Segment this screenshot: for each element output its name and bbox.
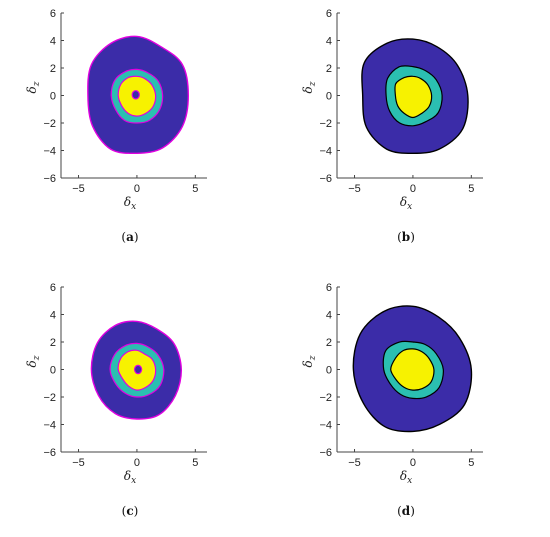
x-tick-label: 5 [192,457,198,469]
y-tick-label: −4 [319,420,332,432]
x-tick-label: 5 [468,457,474,469]
y-tick-label: 6 [326,8,332,20]
y-tick-label: −6 [43,173,56,185]
y-tick-label: −6 [319,173,332,185]
panel-caption: (a) [121,230,138,244]
y-tick-label: −4 [319,146,332,158]
x-tick-label: 5 [192,183,198,195]
contour-level-3 [390,348,435,391]
y-axis-label: δz [301,81,318,93]
x-axis-label: δx [124,195,136,212]
x-tick-label: 5 [468,183,474,195]
y-tick-label: −6 [43,447,56,459]
y-tick-label: 0 [50,365,56,377]
x-tick-label: −5 [348,457,361,469]
y-tick-label: −4 [43,420,56,432]
y-axis-label: δz [25,355,42,367]
panel-caption: (d) [397,504,415,518]
x-tick-label: −5 [348,183,361,195]
y-axis-label: δz [301,355,318,367]
contour-panel-a: −6 −4 −2 0 2 4 6 −5 0 5 δx δz (a) [25,8,207,244]
x-tick-label: 0 [134,183,140,195]
y-tick-label: 0 [50,91,56,103]
y-tick-label: 6 [326,282,332,294]
y-axis-label: δz [25,81,42,93]
x-axis-label: δx [400,195,412,212]
y-tick-label: −4 [43,146,56,158]
x-tick-label: 0 [134,457,140,469]
y-tick-label: 4 [50,36,56,48]
x-axis-label: δx [124,469,136,486]
y-tick-label: 6 [50,8,56,20]
panel-caption: (c) [122,504,139,518]
x-tick-label: 0 [410,457,416,469]
y-tick-label: 4 [326,310,332,322]
x-tick-label: 0 [410,183,416,195]
y-tick-label: 2 [326,337,332,349]
y-tick-label: 2 [50,337,56,349]
y-tick-label: 0 [326,365,332,377]
contour-panel-d: −6 −4 −2 0 2 4 6 −5 0 5 δx δz (d) [301,282,483,518]
x-tick-label: −5 [72,457,85,469]
contour-level-4 [131,90,140,100]
y-tick-label: 0 [326,91,332,103]
x-tick-label: −5 [72,183,85,195]
x-axis-label: δx [400,469,412,486]
contour-level-3 [394,75,433,119]
y-tick-label: −6 [319,447,332,459]
y-tick-label: 6 [50,282,56,294]
contour-level-4 [134,364,143,375]
contour-panel-b: −6 −4 −2 0 2 4 6 −5 0 5 δx δz (b) [301,8,483,244]
y-tick-label: 4 [326,36,332,48]
y-tick-label: 4 [50,310,56,322]
y-tick-label: 2 [50,63,56,75]
contour-panel-c: −6 −4 −2 0 2 4 6 −5 0 5 δx δz (c) [25,282,207,518]
y-tick-label: −2 [43,118,56,130]
panel-caption: (b) [397,230,415,244]
y-tick-label: −2 [43,392,56,404]
y-tick-label: −2 [319,118,332,130]
y-tick-label: 2 [326,63,332,75]
y-tick-label: −2 [319,392,332,404]
